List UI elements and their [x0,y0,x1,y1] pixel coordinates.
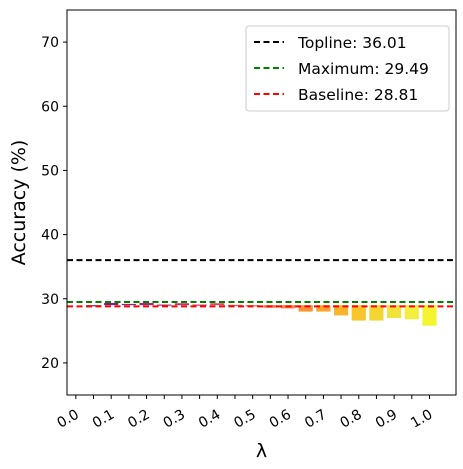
y-axis-label: Accuracy (%) [8,140,30,266]
bar [121,303,136,306]
legend-entry: Maximum: 29.49 [298,60,429,78]
x-tick-label: 0.0 [55,407,82,432]
x-tick-label: 0.1 [90,407,117,432]
bar [422,305,437,326]
legend-entry: Baseline: 28.81 [298,86,418,104]
x-tick-label: 1.0 [408,407,435,432]
x-tick-label: 0.4 [196,407,223,432]
x-tick-label: 0.2 [125,407,152,432]
bar [316,305,331,312]
bar [86,305,101,307]
bar [404,305,419,320]
bar [139,302,154,306]
bar [369,305,384,321]
x-tick-label: 0.8 [337,407,364,432]
y-tick-label: 30 [41,292,59,308]
y-tick-label: 50 [41,163,59,179]
y-tick-label: 60 [41,99,59,115]
y-tick-label: 20 [41,356,59,372]
x-tick-label: 0.6 [267,407,294,432]
x-axis-label: λ [256,440,267,462]
bars-group [86,302,437,326]
bar [387,305,402,318]
x-tick-label: 0.3 [161,407,188,432]
bar [227,304,243,307]
y-tick-label: 70 [41,35,59,51]
reference-lines-group [67,259,456,308]
x-axis-ticks: 0.0 0.1 0.2 0.3 0.4 0.5 0.6 0.7 0.8 0.9 1.0 [55,395,435,432]
legend-box [245,25,450,112]
x-tick-label: 0.5 [231,407,258,432]
bar [333,305,349,316]
y-tick-label: 40 [41,228,59,244]
legend: Topline: 36.01 Maximum: 29.49 Baseline: 28… [245,25,450,112]
y-axis-ticks: 20 30 40 50 60 70 [41,35,67,372]
bar [210,303,225,306]
bar [104,302,119,306]
legend-entry: Topline: 36.01 [297,34,407,52]
bar [351,305,366,321]
x-tick-label: 0.9 [373,407,400,432]
bar [174,303,190,306]
plot-area-frame [66,9,457,396]
x-tick-label: 0.7 [302,407,329,432]
bar [192,304,207,306]
bar [157,304,172,306]
bar [298,305,313,312]
